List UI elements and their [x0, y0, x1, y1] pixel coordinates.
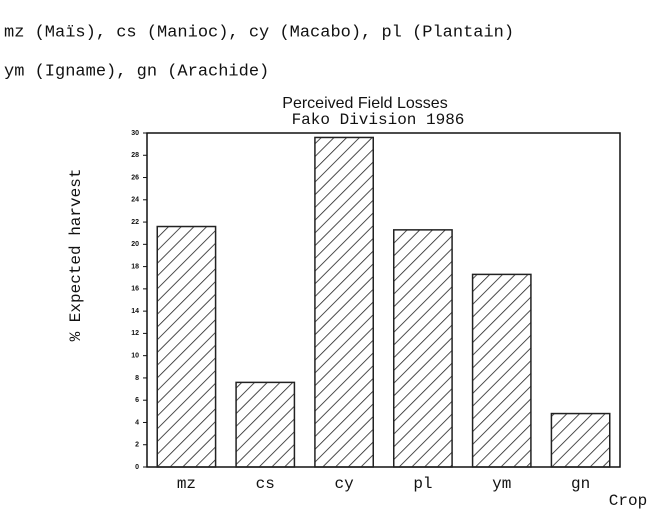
y-tick-label: 20: [131, 241, 139, 248]
x-tick-label: cs: [256, 475, 275, 493]
y-tick-label: 22: [131, 219, 139, 226]
y-tick-label: 28: [131, 152, 139, 159]
y-tick-label: 0: [135, 464, 139, 471]
x-tick-label: gn: [571, 475, 590, 493]
y-tick-label: 30: [131, 130, 139, 137]
y-tick-label: 4: [135, 419, 139, 426]
bar: [550, 412, 611, 468]
x-axis-label: Crop: [609, 492, 647, 510]
y-tick-label: 8: [135, 375, 139, 382]
bar: [156, 225, 217, 468]
y-axis-label: % Expected harvest: [67, 169, 85, 342]
chart-title: Perceived Field Losses: [282, 95, 447, 112]
bar: [235, 381, 296, 468]
x-tick-label: cy: [334, 475, 354, 493]
bar: [471, 273, 532, 468]
bar: [314, 136, 375, 468]
y-tick-label: 12: [131, 330, 139, 337]
x-tick-label: ym: [492, 475, 511, 493]
y-tick-label: 24: [131, 197, 139, 204]
y-tick-label: 10: [131, 353, 139, 360]
y-tick-label: 18: [131, 263, 139, 270]
y-tick-label: 6: [135, 397, 139, 404]
x-tick-label: pl: [413, 475, 432, 493]
bar: [392, 229, 453, 468]
y-tick-label: 26: [131, 174, 139, 181]
y-tick-label: 2: [135, 442, 139, 449]
note-line: ym (Igname), gn (Arachide): [4, 62, 269, 81]
note-line: mz (Maïs), cs (Manioc), cy (Macabo), pl …: [4, 23, 514, 42]
y-tick-label: 16: [131, 286, 139, 293]
chart-subtitle: Fako Division 1986: [292, 111, 465, 129]
plot-frame: [146, 132, 621, 468]
y-tick-label: 14: [131, 308, 139, 315]
x-tick-label: mz: [177, 475, 196, 493]
